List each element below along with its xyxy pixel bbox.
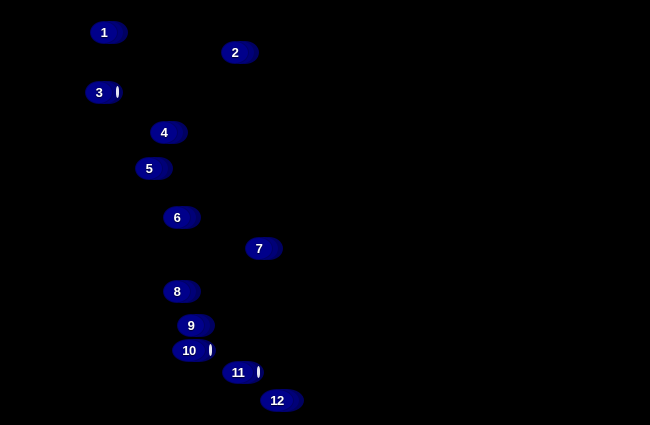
som-mark-number: 1 — [100, 24, 108, 40]
som-mark-11[interactable]: 11 — [222, 360, 264, 384]
som-mark-number: 10 — [182, 342, 196, 358]
som-mark-badge: 5 — [135, 156, 163, 180]
som-mark-number: 9 — [187, 317, 195, 333]
som-mark-badge: 4 — [150, 120, 178, 144]
som-mark-number: 2 — [231, 44, 239, 60]
som-mark-7[interactable]: 7 — [245, 236, 283, 260]
som-mark-number: 5 — [145, 160, 153, 176]
som-mark-10[interactable]: 10 — [172, 338, 216, 362]
som-mark-badge: 7 — [245, 236, 273, 260]
som-mark-badge: 12 — [260, 388, 294, 412]
som-mark-badge: 11 — [222, 360, 254, 384]
hidden-mark-sliver — [116, 86, 119, 98]
som-mark-number: 7 — [255, 240, 263, 256]
som-mark-number: 3 — [95, 84, 103, 100]
som-mark-5[interactable]: 5 — [135, 156, 173, 180]
hidden-mark-sliver — [209, 344, 212, 356]
som-mark-badge: 8 — [163, 279, 191, 303]
som-mark-number: 4 — [160, 124, 168, 140]
som-mark-12[interactable]: 12 — [260, 388, 304, 412]
som-mark-number: 8 — [173, 283, 181, 299]
som-mark-6[interactable]: 6 — [163, 205, 201, 229]
som-mark-badge: 9 — [177, 313, 205, 337]
som-mark-badge: 2 — [221, 40, 249, 64]
som-mark-9[interactable]: 9 — [177, 313, 215, 337]
som-mark-badge: 6 — [163, 205, 191, 229]
hidden-mark-sliver — [257, 366, 260, 378]
som-mark-number: 11 — [231, 364, 245, 380]
som-mark-number: 12 — [270, 392, 284, 408]
som-mark-1[interactable]: 1 — [90, 20, 128, 44]
som-mark-4[interactable]: 4 — [150, 120, 188, 144]
som-mark-3[interactable]: 3 — [85, 80, 123, 104]
som-mark-badge: 1 — [90, 20, 118, 44]
som-mark-badge: 10 — [172, 338, 206, 362]
som-mark-8[interactable]: 8 — [163, 279, 201, 303]
som-mark-2[interactable]: 2 — [221, 40, 259, 64]
som-mark-number: 6 — [173, 209, 181, 225]
som-mark-badge: 3 — [85, 80, 113, 104]
